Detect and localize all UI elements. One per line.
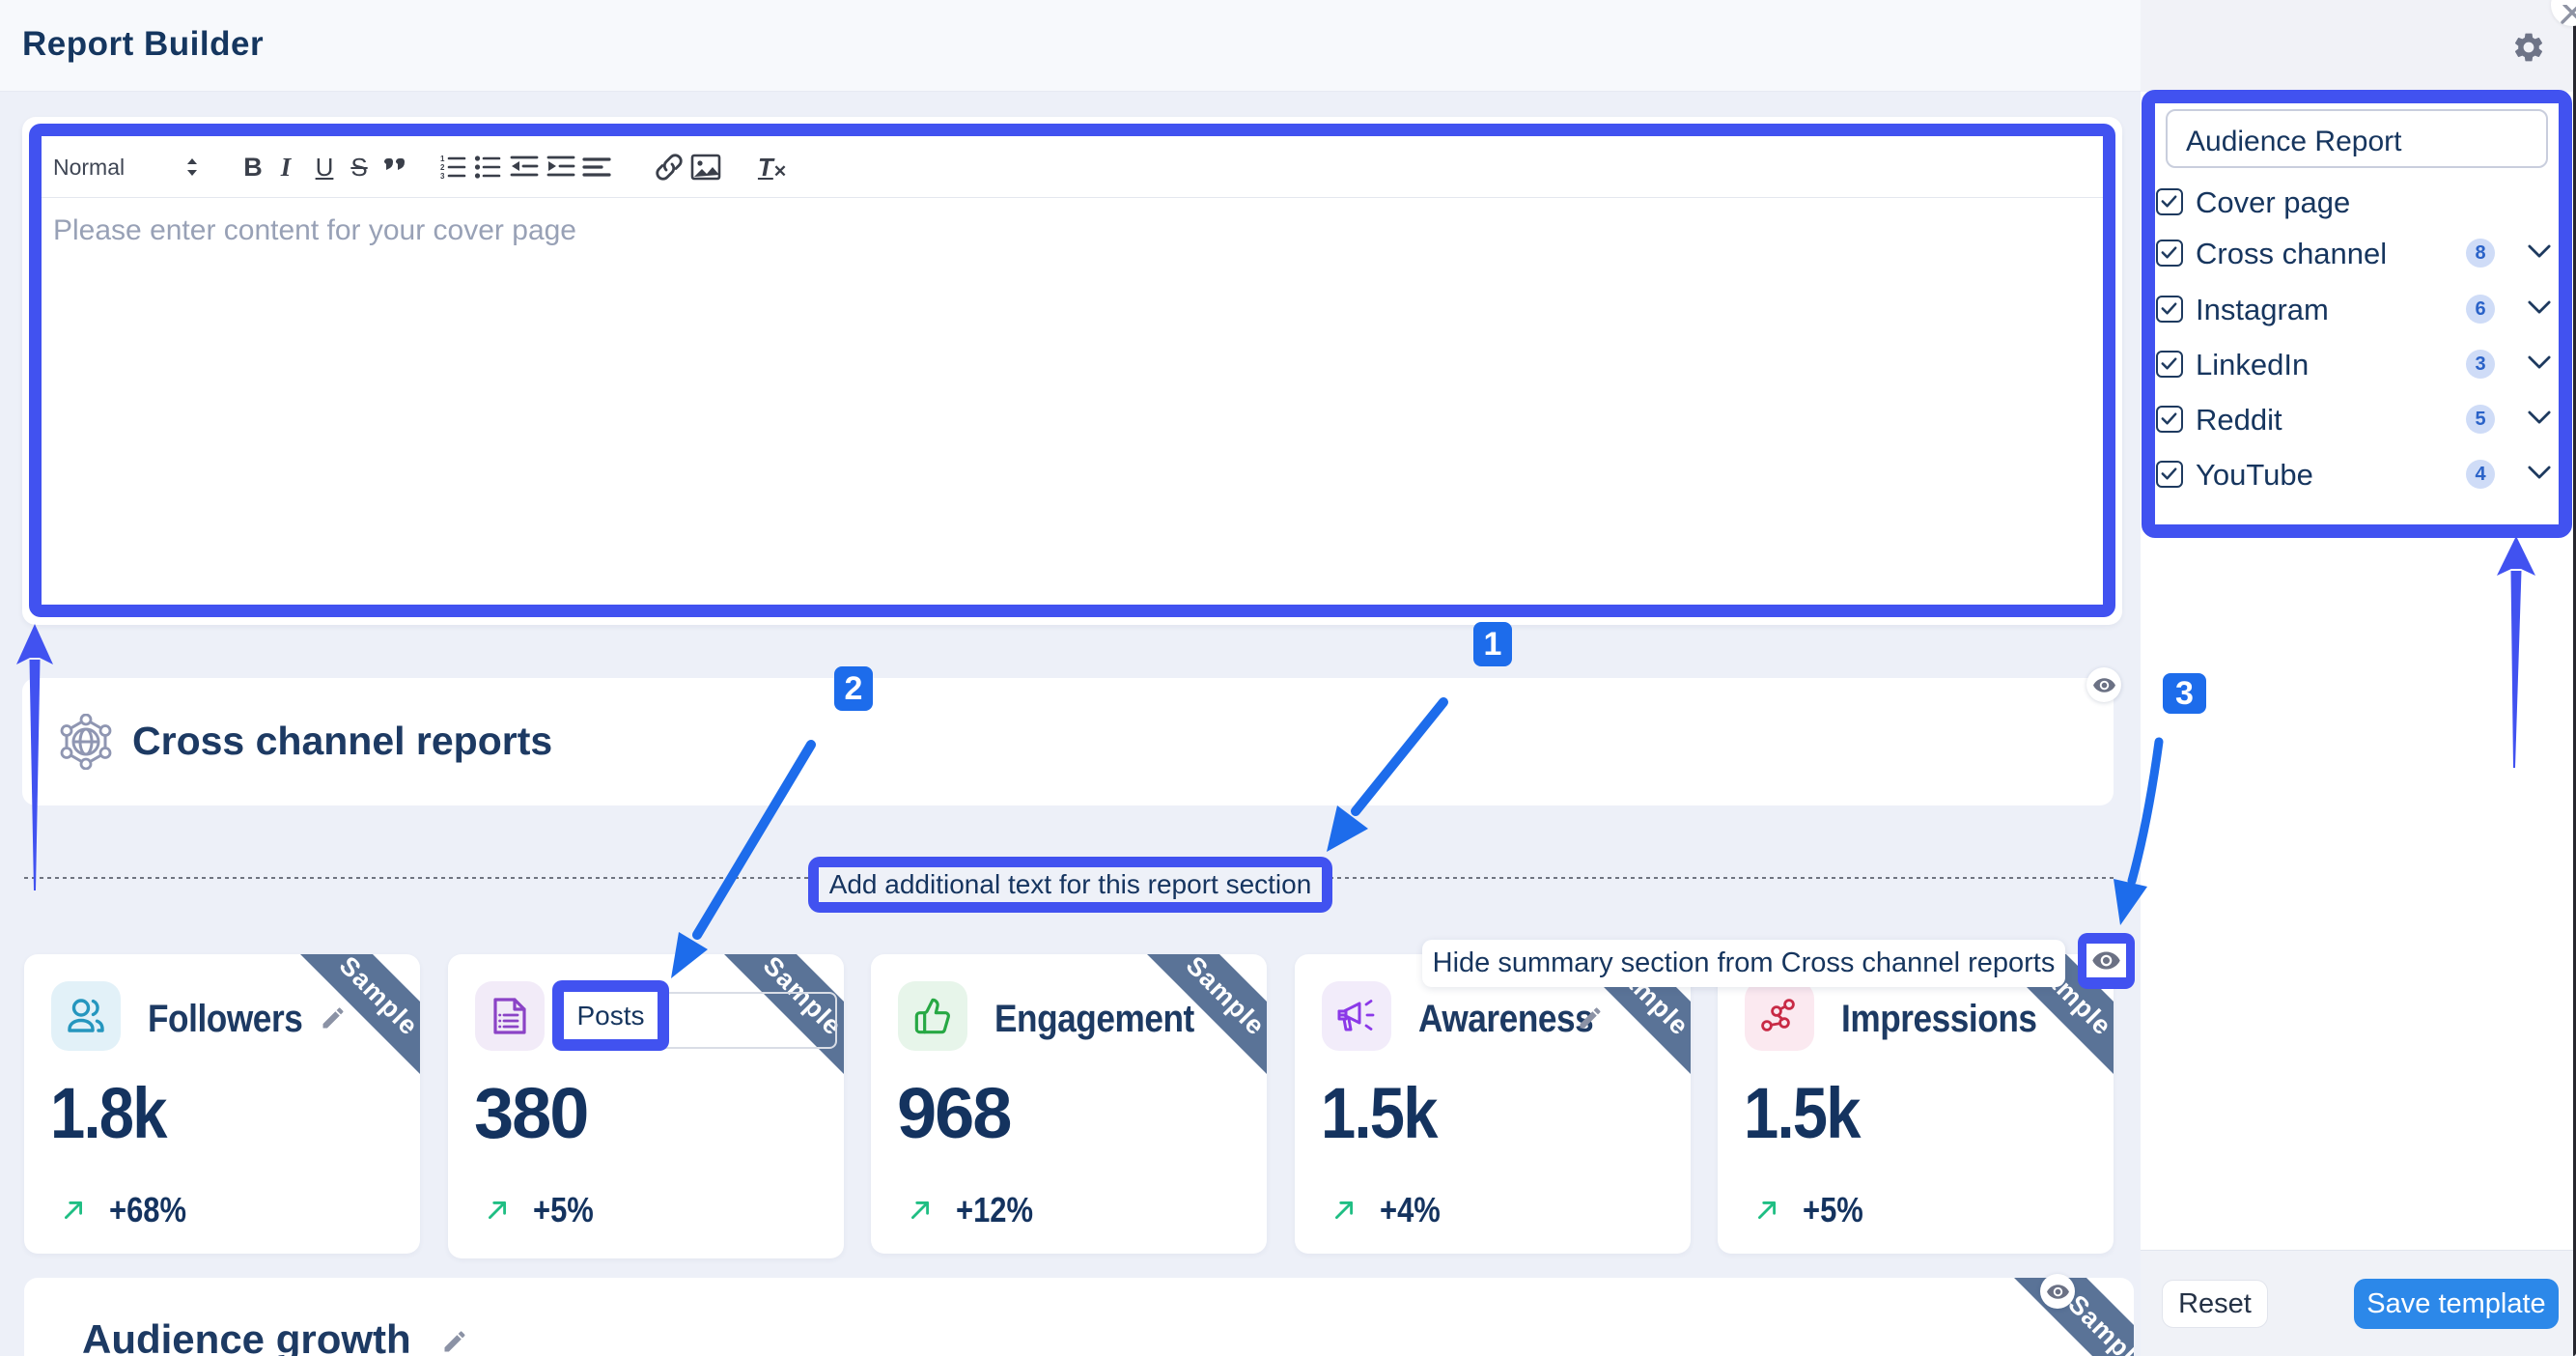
svg-text:1: 1 (440, 155, 445, 163)
svg-text:2: 2 (440, 163, 445, 172)
svg-text:3: 3 (440, 172, 445, 181)
